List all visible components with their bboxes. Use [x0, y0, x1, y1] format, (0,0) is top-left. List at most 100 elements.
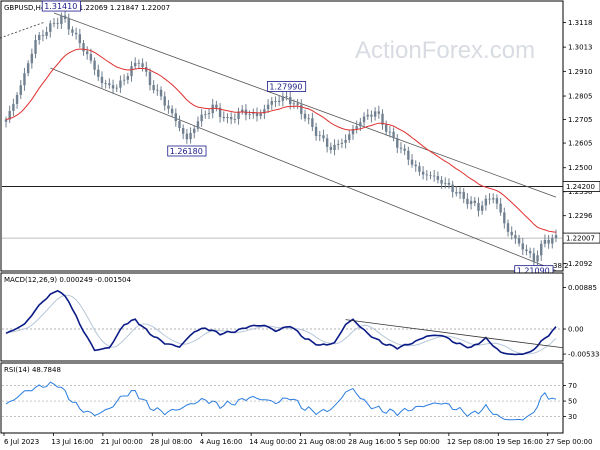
- rsi-line: [5, 381, 557, 421]
- candle-body: [289, 96, 292, 105]
- candle-body: [159, 89, 163, 97]
- candle-body: [100, 76, 104, 84]
- candle-body: [108, 83, 111, 86]
- candle-body: [300, 104, 303, 114]
- rsi-guide-lines: [2, 385, 563, 417]
- candle-body: [56, 23, 59, 24]
- candle-body: [78, 34, 82, 44]
- candle-body: [152, 85, 155, 91]
- candle-body: [348, 134, 351, 140]
- candle-body: [322, 135, 325, 139]
- candle-body: [86, 51, 89, 55]
- candle-body: [462, 191, 465, 199]
- candle-body: [451, 184, 454, 193]
- candle-body: [521, 243, 524, 250]
- candle-body: [340, 142, 344, 144]
- price-watermark: ActionForex.com: [355, 37, 535, 64]
- candle-body: [111, 85, 115, 89]
- price-header: GBPUSD,H4 1.22044 1.22069 1.21847 1.2200…: [4, 4, 170, 12]
- candle-body: [148, 71, 152, 86]
- candle-body: [145, 67, 148, 72]
- price-tick-label: 1.2805: [568, 93, 593, 101]
- time-tick-label: 28 Aug 16:00: [348, 438, 395, 446]
- macd-trend: [345, 319, 564, 349]
- annotation-box: [266, 81, 307, 92]
- candle-body: [536, 255, 539, 262]
- candle-body: [130, 66, 133, 77]
- candle-body: [473, 200, 476, 203]
- rsi-panel: RSI(14) 48.7848 70 50 30: [0, 362, 577, 434]
- candle-body: [432, 175, 436, 177]
- macd-header: MACD(12,26,9) 0.000249 -0.001504: [4, 276, 131, 284]
- time-tick-label: 21 Jul 00:00: [101, 438, 143, 446]
- candle-body: [285, 96, 288, 98]
- annotation-box: [167, 145, 207, 157]
- candle-body: [303, 113, 307, 119]
- current-price-box: [562, 232, 600, 244]
- candle-body: [381, 113, 384, 125]
- candle-body: [296, 103, 299, 105]
- candle-body: [133, 62, 137, 67]
- candle-body: [252, 113, 255, 115]
- candle-body: [492, 198, 495, 200]
- candle-body: [554, 235, 558, 238]
- price-tick-label: 1.2296: [568, 212, 593, 220]
- price-tick-label: 1.2705: [568, 116, 593, 124]
- candle-body: [60, 15, 63, 24]
- candle-body: [477, 202, 480, 211]
- candle-body: [274, 101, 277, 103]
- candle-body: [189, 132, 192, 140]
- candle-body: [547, 239, 550, 244]
- rsi-y-axis: 70 50 30: [563, 382, 577, 421]
- candle-body: [480, 205, 484, 211]
- candle-body: [410, 159, 414, 165]
- candle-body: [266, 104, 270, 110]
- candle-body: [484, 198, 488, 206]
- candle-body: [396, 138, 399, 148]
- candle-body: [314, 126, 318, 136]
- price-panel-frame: [0, 0, 564, 272]
- candle-body: [506, 223, 510, 232]
- candle-body: [425, 174, 429, 176]
- candle-body: [455, 192, 458, 194]
- time-tick-label: 21 Aug 08:00: [299, 438, 346, 446]
- candle-body: [82, 43, 85, 52]
- candle-body: [67, 18, 70, 30]
- annotation-label: 1.27990: [269, 82, 302, 91]
- candle-body: [281, 96, 285, 101]
- candle-body: [499, 203, 502, 213]
- candle-body: [543, 239, 547, 244]
- candle-body: [163, 96, 166, 106]
- ema-line: [5, 48, 557, 233]
- price-ema-line: [5, 48, 557, 233]
- candle-body: [26, 63, 30, 74]
- macd-main: [5, 289, 557, 356]
- annotation-label: 1.26180: [170, 147, 203, 156]
- candle-body: [30, 53, 34, 64]
- candle-body: [385, 124, 388, 132]
- annotation-box: [41, 0, 81, 12]
- candle-body: [93, 60, 96, 70]
- candle-body: [126, 76, 130, 80]
- candle-body: [74, 32, 78, 35]
- candle-body: [207, 113, 211, 115]
- candle-body: [34, 39, 37, 54]
- time-tick-label: 19 Sep 16:00: [496, 438, 543, 446]
- candle-body: [174, 113, 177, 122]
- macd-main-line: [5, 289, 557, 356]
- candle-body: [137, 62, 141, 64]
- candle-body: [458, 191, 462, 194]
- candle-body: [215, 104, 218, 108]
- candle-body: [229, 116, 233, 120]
- candle-body: [200, 114, 203, 122]
- candle-body: [41, 35, 45, 36]
- candle-body: [366, 114, 369, 117]
- candle-body: [263, 109, 266, 114]
- candle-body: [329, 146, 333, 151]
- candle-body: [63, 15, 67, 19]
- time-tick-label: 5 Sep 00:00: [397, 438, 439, 446]
- candle-body: [325, 138, 329, 147]
- candle-body: [170, 108, 174, 114]
- rsi-panel-frame: [0, 362, 564, 434]
- candle-body: [38, 35, 41, 40]
